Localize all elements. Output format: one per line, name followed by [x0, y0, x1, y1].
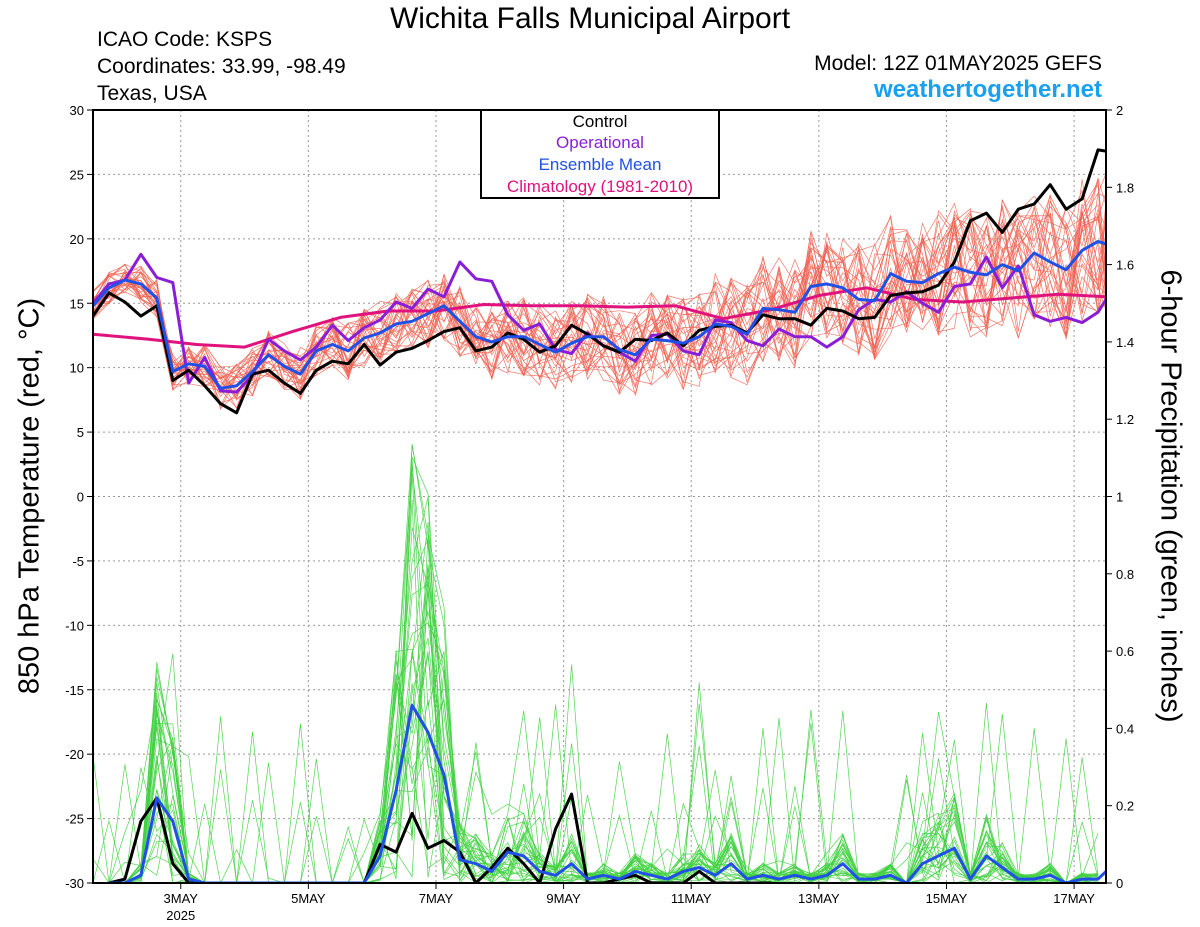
coordinates: Coordinates: 33.99, -98.49 [97, 55, 346, 78]
ensemble-member-precipitation-line [93, 444, 1099, 883]
y-tick-label: -15 [65, 683, 84, 698]
y-tick-label: 10 [70, 361, 84, 376]
chart-title: Wichita Falls Municipal Airport [389, 2, 791, 35]
y2-axis-ticks: 2 1.8 1.6 1.4 1.2 1 0.8 0.6 0.4 0.2 0 [1106, 103, 1134, 891]
y-tick-label: 25 [70, 167, 84, 182]
ensemble-member-precipitation-line [93, 589, 1099, 883]
ensemble-member-precipitation-line [93, 499, 1099, 883]
x-tick-label: 11MAY [671, 891, 712, 906]
ensemble-member-precipitation-line [93, 581, 1099, 883]
y-tick-label: 30 [70, 103, 84, 118]
y2-tick-label: 1.2 [1116, 412, 1134, 427]
y2-tick-label: 1 [1116, 490, 1123, 505]
legend-box [480, 109, 720, 199]
legend: Control Operational Ensemble Mean Climat… [480, 109, 720, 199]
legend-entry-climatology: Climatology (1981-2010) [507, 177, 693, 196]
ensemble-member-precipitation-line [93, 648, 1099, 883]
ensemble-member-temperature-line [93, 200, 1106, 394]
y-tick-label: -30 [65, 876, 84, 891]
ensemble-member-temperature-line [93, 199, 1106, 393]
y-axis-ticks: 30 25 20 15 10 5 0 -5 -10 -15 -20 -25 -30 [65, 103, 93, 891]
ensemble-member-temperature-lines [93, 173, 1106, 411]
ensemble-member-precipitation-line [93, 527, 1099, 883]
ensemble-member-precipitation-lines [93, 444, 1099, 883]
y2-tick-label: 0.2 [1116, 799, 1134, 814]
x-axis-ticks: 3MAY 2025 5MAY 7MAY 9MAY 11MAY 13MAY 15MAY 17MAY [164, 883, 1095, 923]
main-series-lines [93, 148, 1106, 883]
legend-entry-ensemble-mean: Ensemble Mean [539, 155, 662, 174]
ensemble-member-precipitation-line [93, 610, 1099, 883]
x-tick-label: 9MAY [546, 891, 581, 906]
ensemble-member-temperature-line [93, 206, 1106, 400]
ensemble-member-temperature-line [93, 210, 1106, 389]
x-tick-label: 5MAY [291, 891, 326, 906]
y-tick-label: -20 [65, 747, 84, 762]
y2-tick-label: 1.4 [1116, 335, 1134, 350]
y-tick-label: 5 [77, 425, 84, 440]
x-tick-label: 7MAY [419, 891, 454, 906]
y-tick-label: -5 [72, 554, 84, 569]
y2-tick-label: 0 [1116, 876, 1123, 891]
y2-tick-label: 0.4 [1116, 721, 1134, 736]
region: Texas, USA [97, 82, 207, 105]
ensemble-mean-temperature-line [93, 239, 1106, 390]
ensemble-member-precipitation-line [93, 575, 1099, 883]
legend-entry-operational: Operational [556, 133, 644, 152]
ensemble-member-precipitation-line [93, 622, 1099, 883]
ensemble-member-temperature-line [93, 192, 1106, 397]
model-run: Model: 12Z 01MAY2025 GEFS [814, 52, 1102, 75]
site-link[interactable]: weathertogether.net [873, 76, 1102, 103]
ensemble-member-temperature-line [93, 213, 1106, 411]
control-temperature-line [93, 148, 1106, 415]
ensemble-mean-precipitation-line [109, 703, 1106, 883]
y2-tick-label: 1.8 [1116, 180, 1134, 195]
icao-code: ICAO Code: KSPS [97, 28, 273, 51]
y-tick-label: 0 [77, 490, 84, 505]
y2-tick-label: 1.6 [1116, 258, 1134, 273]
y-tick-label: -25 [65, 812, 84, 827]
ensemble-member-precipitation-line [93, 564, 1099, 883]
x-tick-label: 3MAY [164, 891, 199, 906]
ensemble-member-precipitation-line [93, 564, 1099, 883]
x-tick-label: 15MAY [926, 891, 968, 906]
legend-entry-control: Control [573, 112, 628, 131]
ensemble-member-temperature-line [93, 194, 1106, 395]
y-tick-label: 20 [70, 232, 84, 247]
x-tick-label: 17MAY [1053, 891, 1095, 906]
x-tick-year: 2025 [166, 908, 195, 923]
ensemble-member-precipitation-line [93, 583, 1099, 883]
y-tick-label: 15 [70, 296, 84, 311]
ensemble-member-precipitation-line [93, 473, 1099, 883]
ensemble-member-precipitation-line [93, 466, 1099, 883]
ensemble-member-precipitation-line [93, 521, 1099, 883]
y-tick-label: -10 [65, 618, 84, 633]
x-tick-label: 13MAY [798, 891, 840, 906]
y2-tick-label: 0.8 [1116, 567, 1134, 582]
y2-tick-label: 2 [1116, 103, 1123, 118]
control-precipitation-line [108, 792, 771, 883]
y2-tick-label: 0.6 [1116, 644, 1134, 659]
ensemble-member-precipitation-line [93, 660, 1099, 883]
